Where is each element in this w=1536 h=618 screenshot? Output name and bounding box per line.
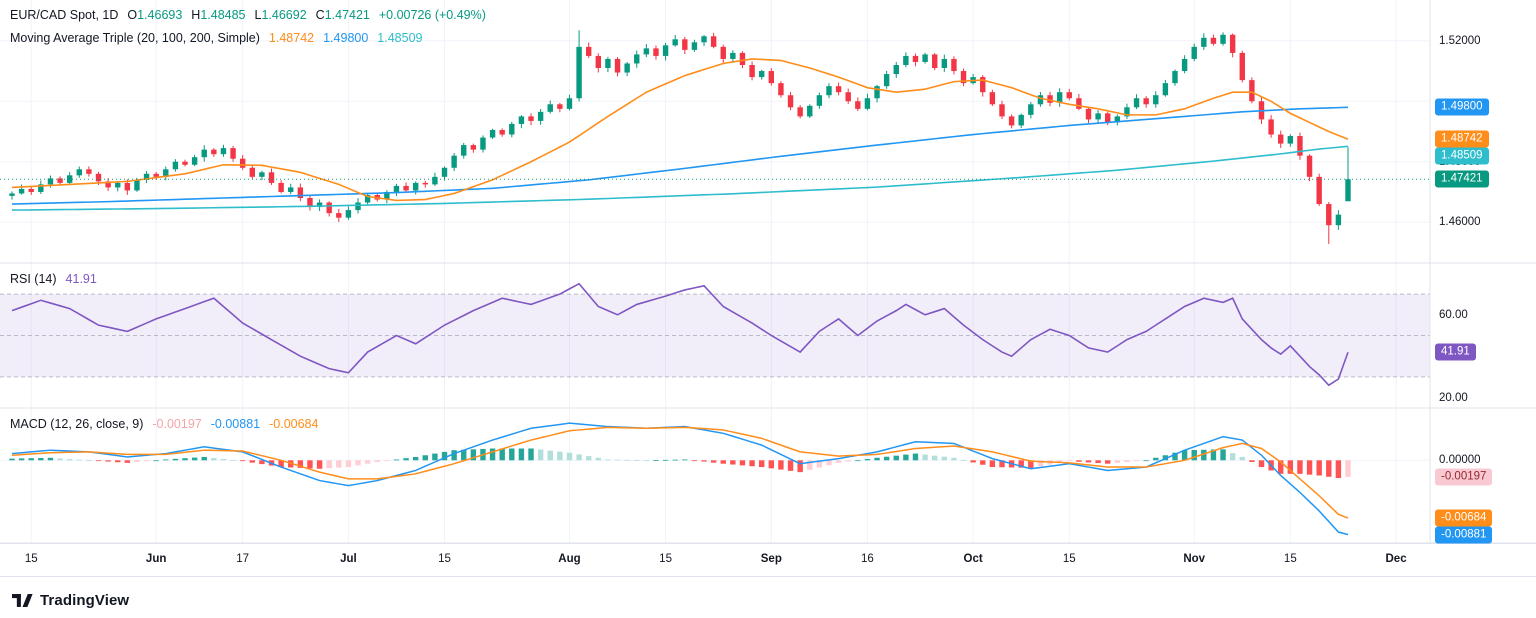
ma-indicator-title[interactable]: Moving Average Triple (20, 100, 200, Sim… <box>10 31 260 45</box>
ma100-value: 1.49800 <box>323 31 369 45</box>
ohlc-high: H1.48485 <box>191 8 246 22</box>
ma-indicator-legend: Moving Average Triple (20, 100, 200, Sim… <box>10 31 422 45</box>
time-tick: 15 <box>1283 553 1297 565</box>
rsi-value: 41.91 <box>65 272 97 286</box>
ohlc-close-value: 1.47421 <box>324 8 370 22</box>
time-tick: Nov <box>1183 553 1206 565</box>
ohlc-high-value: 1.48485 <box>200 8 246 22</box>
rsi-indicator-legend: RSI (14) 41.91 <box>10 272 97 286</box>
ohlc-open-value: 1.46693 <box>137 8 183 22</box>
price-axis-label: 1.46000 <box>1439 216 1481 229</box>
rsi-axis-label: 60.00 <box>1439 308 1468 321</box>
tradingview-wordmark: TradingView <box>40 591 130 609</box>
macd-hist-value: -0.00197 <box>152 417 202 431</box>
time-tick: Dec <box>1385 553 1407 565</box>
price-badge: 1.49800 <box>1435 98 1489 116</box>
macd-axis-label: 0.00000 <box>1439 454 1481 467</box>
chart-canvas[interactable] <box>0 0 1536 577</box>
ma20-value: 1.48742 <box>268 31 315 45</box>
time-tick: 16 <box>861 553 874 565</box>
price-badge: 1.48509 <box>1435 147 1489 165</box>
rsi-badge: 41.91 <box>1435 343 1476 361</box>
ohlc-low-value: 1.46692 <box>261 8 307 22</box>
ohlc-open: O1.46693 <box>127 8 183 22</box>
change-value: +0.00726 (+0.49%) <box>378 8 486 22</box>
time-tick: 17 <box>236 553 250 565</box>
price-legend: EUR/CAD Spot, 1D O1.46693 H1.48485 L1.46… <box>10 8 486 22</box>
macd-badge: -0.00684 <box>1435 509 1493 527</box>
ohlc-close: C1.47421 <box>315 8 370 22</box>
tradingview-logo-icon <box>12 593 33 607</box>
macd-indicator-legend: MACD (12, 26, close, 9) -0.00197 -0.0088… <box>10 417 318 431</box>
ohlc-low: L1.46692 <box>254 8 307 22</box>
rsi-indicator-title[interactable]: RSI (14) <box>10 272 57 286</box>
macd-badge: -0.00197 <box>1435 468 1493 486</box>
ma200-value: 1.48509 <box>377 31 423 45</box>
macd-badge: -0.00881 <box>1435 526 1493 544</box>
time-tick: 15 <box>659 553 672 565</box>
time-tick: Oct <box>963 553 983 565</box>
price-badge: 1.48742 <box>1435 130 1489 148</box>
macd-indicator-title[interactable]: MACD (12, 26, close, 9) <box>10 417 144 431</box>
price-scale[interactable]: 1.520001.480001.460001.498001.487421.485… <box>1430 0 1536 577</box>
rsi-axis-label: 20.00 <box>1439 391 1468 404</box>
time-tick: Jun <box>145 553 167 565</box>
time-tick: 15 <box>24 553 38 565</box>
time-tick: Jul <box>340 553 357 565</box>
macd-signal-value: -0.00684 <box>269 417 319 431</box>
price-badge: 1.47421 <box>1435 170 1489 188</box>
price-axis-label: 1.52000 <box>1439 34 1481 47</box>
time-scale[interactable]: 15 Jun 17 Jul 15 Aug 15 Sep 16 Oct 15 Nov 15 Dec <box>0 543 1536 577</box>
time-tick: Aug <box>558 553 581 565</box>
time-tick: 15 <box>438 553 451 565</box>
time-tick: 15 <box>1062 553 1076 565</box>
tradingview-logo[interactable]: TradingView <box>12 587 129 613</box>
macd-line-value: -0.00881 <box>210 417 261 431</box>
time-tick: Sep <box>760 553 782 565</box>
symbol-title[interactable]: EUR/CAD Spot, 1D <box>10 8 119 22</box>
